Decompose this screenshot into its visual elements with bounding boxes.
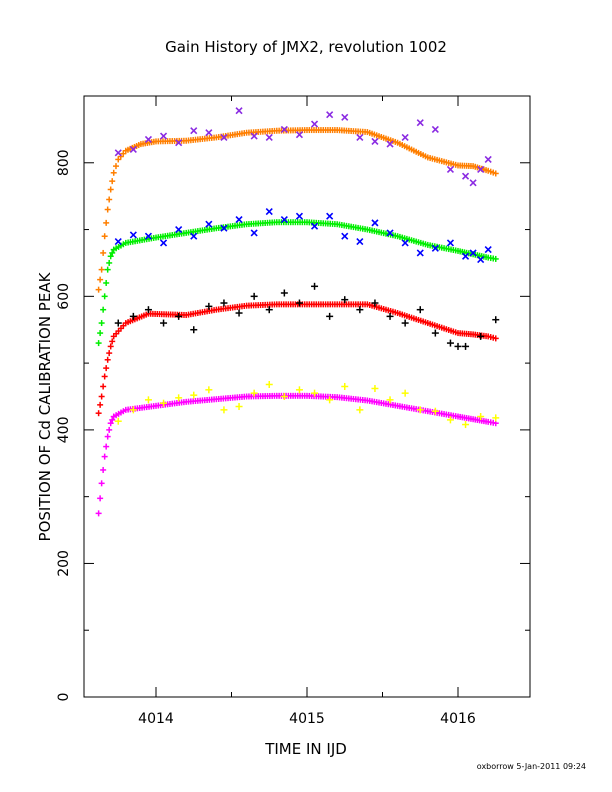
x-mark (265, 207, 273, 216)
x-tick-label: 4014 (138, 711, 174, 727)
x-mark (371, 219, 379, 227)
x-mark (484, 246, 492, 254)
x-mark (326, 212, 334, 220)
x-mark (190, 232, 198, 240)
x-mark (310, 120, 319, 128)
x-mark (280, 125, 288, 133)
x-mark (310, 222, 319, 230)
x-mark (114, 238, 122, 246)
x-mark (280, 215, 288, 224)
series-0 (95, 127, 499, 293)
x-mark (295, 131, 304, 139)
x-mark (175, 139, 183, 147)
x-mark (265, 133, 273, 141)
x-mark (341, 113, 349, 121)
x-mark (129, 145, 137, 153)
x-mark (477, 165, 485, 174)
footer-credit: oxborrow 5-Jan-2011 09:24 (477, 762, 586, 771)
series-4 (95, 301, 499, 417)
x-mark (175, 225, 183, 234)
x-mark (461, 172, 470, 180)
series-2 (95, 219, 499, 347)
axis-ticks (84, 95, 530, 698)
x-mark (446, 239, 455, 247)
y-tick-label: 800 (56, 149, 72, 176)
chart-title: Gain History of JMX2, revolution 1002 (165, 38, 447, 56)
x-mark (220, 224, 228, 232)
x-mark (235, 215, 243, 224)
y-axis-label: POSITION OF Cd CALIBRATION PEAK (36, 271, 54, 541)
x-axis-label: TIME IN IJD (264, 740, 347, 758)
x-mark (129, 231, 137, 239)
x-mark (431, 244, 439, 252)
x-mark (295, 212, 304, 220)
x-mark (401, 133, 409, 141)
x-mark (416, 119, 424, 127)
x-mark (250, 229, 258, 237)
x-mark (484, 155, 492, 164)
x-mark (416, 249, 424, 257)
x-tick-label: 4015 (289, 711, 325, 727)
x-mark (446, 165, 455, 174)
series-3 (114, 207, 492, 264)
x-mark (477, 256, 485, 264)
x-mark (114, 149, 122, 157)
y-tick-label: 400 (56, 417, 72, 444)
x-mark (469, 179, 477, 187)
series-7 (114, 380, 500, 429)
series-5 (114, 282, 500, 350)
x-mark (401, 239, 409, 247)
x-mark (341, 232, 349, 240)
x-mark (461, 252, 470, 260)
x-mark (159, 132, 168, 140)
x-mark (371, 137, 379, 145)
x-mark (431, 125, 439, 133)
x-mark (190, 127, 198, 135)
x-mark (205, 129, 213, 137)
tick-labels: 0 200 400 600 800 4014 4015 4016 (56, 149, 476, 727)
x-mark (235, 107, 243, 115)
y-tick-label: 600 (56, 283, 72, 310)
y-tick-label: 200 (56, 550, 72, 577)
x-mark (220, 133, 228, 141)
x-mark (159, 239, 168, 247)
series-1 (114, 107, 492, 187)
x-mark (326, 111, 334, 119)
x-mark (386, 140, 394, 148)
x-mark (386, 229, 394, 237)
y-tick-label: 0 (56, 693, 72, 702)
x-mark (205, 220, 213, 228)
x-mark (356, 238, 364, 246)
data-marks (95, 107, 500, 517)
x-mark (144, 135, 153, 143)
x-mark (356, 133, 364, 141)
x-tick-label: 4016 (440, 711, 476, 727)
x-mark (469, 249, 477, 257)
x-mark (250, 132, 258, 140)
x-mark (144, 232, 153, 240)
